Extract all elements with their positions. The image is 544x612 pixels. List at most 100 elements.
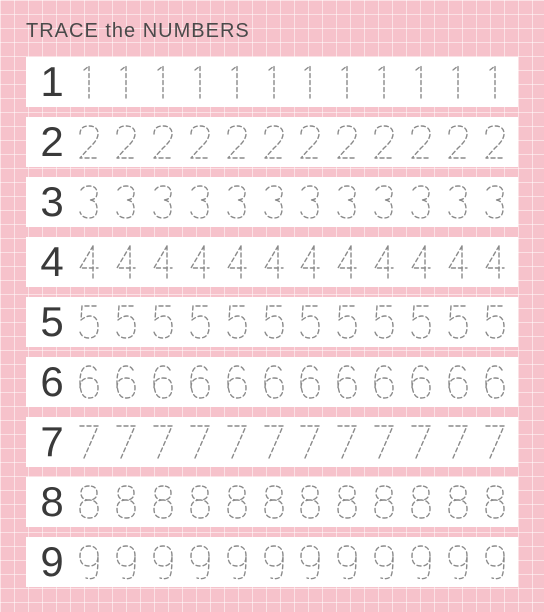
trace-digit [259, 122, 289, 162]
trace-digit [185, 542, 215, 582]
trace-digit [111, 542, 141, 582]
trace-digit [295, 362, 325, 402]
trace-digit [222, 62, 252, 102]
trace-digit [369, 122, 399, 162]
trace-digit [443, 242, 473, 282]
title-word-numbers: NUMBERS [143, 20, 250, 42]
trace-digit-strip [68, 362, 510, 402]
trace-digit [406, 482, 436, 522]
trace-digit [185, 182, 215, 222]
trace-digit [148, 302, 178, 342]
trace-digit [74, 62, 104, 102]
trace-digit [369, 422, 399, 462]
trace-row: 6 [26, 357, 518, 407]
trace-digit [332, 302, 362, 342]
trace-digit [332, 542, 362, 582]
trace-digit [259, 542, 289, 582]
trace-digit [259, 62, 289, 102]
trace-digit [259, 302, 289, 342]
trace-digit [369, 302, 399, 342]
trace-digit [111, 482, 141, 522]
trace-row: 7 [26, 417, 518, 467]
trace-digit [332, 482, 362, 522]
trace-digit [332, 242, 362, 282]
trace-digit [74, 542, 104, 582]
solid-digit: 8 [36, 481, 68, 523]
trace-digit [185, 62, 215, 102]
trace-digit [222, 542, 252, 582]
trace-digit [148, 242, 178, 282]
trace-digit [295, 422, 325, 462]
trace-row: 8 [26, 477, 518, 527]
trace-digit [111, 302, 141, 342]
trace-digit [74, 302, 104, 342]
trace-digit [332, 182, 362, 222]
trace-digit [480, 122, 510, 162]
trace-digit [295, 482, 325, 522]
trace-digit [222, 302, 252, 342]
solid-digit: 7 [36, 421, 68, 463]
trace-digit [480, 302, 510, 342]
trace-digit [185, 422, 215, 462]
trace-digit [295, 302, 325, 342]
trace-digit [480, 362, 510, 402]
solid-digit: 3 [36, 181, 68, 223]
trace-digit [148, 182, 178, 222]
trace-row: 1 [26, 57, 518, 107]
trace-digit [443, 122, 473, 162]
trace-digit [406, 422, 436, 462]
trace-digit [259, 182, 289, 222]
worksheet-sheet: TRACE the NUMBERS 1 2 3 4 5 6 7 8 9 [0, 0, 544, 612]
trace-digit [406, 62, 436, 102]
trace-row: 9 [26, 537, 518, 587]
trace-digit [222, 482, 252, 522]
trace-digit [369, 242, 399, 282]
trace-digit [480, 482, 510, 522]
trace-digit [222, 182, 252, 222]
trace-digit [406, 362, 436, 402]
trace-digit [443, 482, 473, 522]
trace-digit [222, 362, 252, 402]
trace-digit [406, 182, 436, 222]
trace-row: 5 [26, 297, 518, 347]
solid-digit: 9 [36, 541, 68, 583]
trace-digit [259, 362, 289, 402]
trace-digit-strip [68, 242, 510, 282]
trace-digit-strip [68, 422, 510, 462]
trace-digit [185, 122, 215, 162]
trace-digit [480, 422, 510, 462]
solid-digit: 1 [36, 61, 68, 103]
trace-digit [443, 422, 473, 462]
trace-digit [332, 362, 362, 402]
trace-digit-strip [68, 62, 510, 102]
worksheet-title: TRACE the NUMBERS [26, 20, 518, 43]
trace-digit [74, 242, 104, 282]
trace-row: 3 [26, 177, 518, 227]
trace-digit [406, 542, 436, 582]
trace-digit [185, 482, 215, 522]
trace-digit [185, 242, 215, 282]
trace-digit [74, 362, 104, 402]
trace-digit [443, 302, 473, 342]
trace-digit [185, 362, 215, 402]
trace-row: 4 [26, 237, 518, 287]
trace-digit [443, 62, 473, 102]
trace-rows-container: 1 2 3 4 5 6 7 8 9 [26, 57, 518, 587]
trace-digit [259, 482, 289, 522]
trace-digit [295, 242, 325, 282]
trace-digit-strip [68, 182, 510, 222]
trace-digit [148, 122, 178, 162]
trace-digit [406, 122, 436, 162]
trace-digit [111, 122, 141, 162]
trace-digit [148, 482, 178, 522]
trace-row: 2 [26, 117, 518, 167]
trace-digit [369, 62, 399, 102]
trace-digit [259, 242, 289, 282]
trace-digit [148, 362, 178, 402]
trace-digit [222, 422, 252, 462]
trace-digit [111, 422, 141, 462]
trace-digit [332, 422, 362, 462]
title-word-the: the [105, 20, 136, 42]
trace-digit [480, 62, 510, 102]
solid-digit: 4 [36, 241, 68, 283]
